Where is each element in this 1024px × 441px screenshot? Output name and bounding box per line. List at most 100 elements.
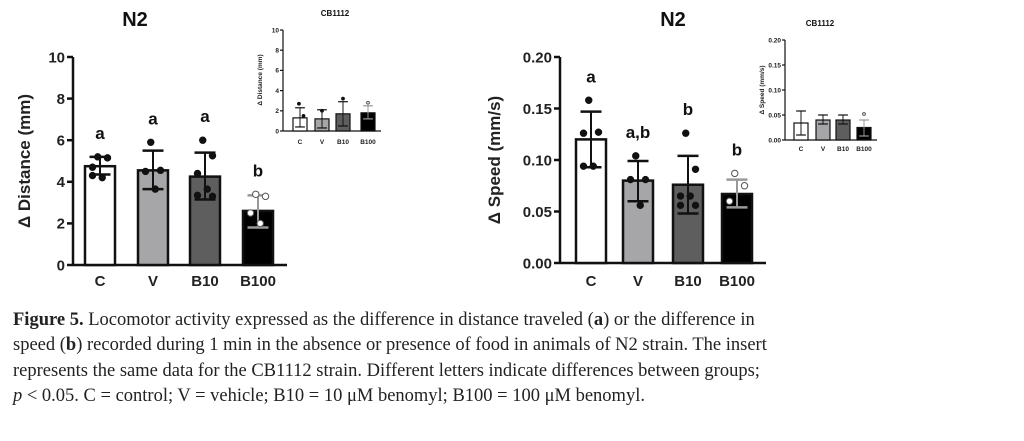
x-tick-label: V	[148, 273, 158, 290]
data-point	[366, 100, 370, 105]
y-axis-label: Δ Speed (mm/s)	[485, 96, 504, 224]
x-tick-label: B100	[719, 273, 755, 290]
caption-line-1: Figure 5. Locomotor activity expressed a…	[13, 308, 1018, 333]
panel-ref-b: b	[65, 335, 77, 356]
data-point	[208, 152, 217, 160]
data-point	[208, 192, 217, 201]
figure-5-charts: N2Δ Distance (mm)0246810CaVaB10aB100bCB1…	[15, 9, 877, 290]
data-point	[731, 169, 739, 178]
caption-text: speed (	[13, 335, 66, 356]
x-tick-label: B10	[674, 273, 702, 290]
y-tick-label: 6	[57, 132, 65, 149]
chart-a-insert: CB1112 Δ Distance (mm) 0 2 4 6 8 10 C V B10 B100	[257, 9, 381, 146]
data-point	[636, 201, 644, 210]
chart-title: N2	[660, 9, 686, 31]
data-point	[88, 163, 97, 171]
y-tick-label: 4	[57, 174, 66, 191]
y-tick-label: 0.00	[523, 255, 552, 272]
y-tick-label: 0.00	[768, 137, 781, 144]
significance-letter: a	[586, 67, 596, 86]
caption-text: Locomotor activity expressed as the diff…	[83, 310, 594, 330]
y-tick-label: 8	[275, 47, 279, 54]
data-point	[103, 154, 112, 162]
caption-text: ) or the difference in	[603, 310, 755, 330]
data-point	[156, 166, 165, 175]
data-point	[256, 219, 264, 228]
significance-letter: a	[148, 109, 158, 128]
y-tick-label: 0	[57, 257, 65, 274]
y-tick-label: 0	[275, 128, 279, 135]
chart-title: N2	[122, 9, 148, 31]
chart-title: CB1112	[806, 19, 835, 28]
data-point	[579, 129, 588, 137]
panel-ref-a: a	[593, 310, 604, 330]
x-tick-label: C	[298, 139, 303, 146]
y-tick-label: 0.15	[523, 101, 552, 118]
x-tick-label: B100	[240, 273, 276, 290]
y-tick-label: 10	[272, 27, 280, 34]
data-point	[676, 201, 685, 210]
caption-text: < 0.05. C = control; V = vehicle; B10 = …	[22, 385, 645, 406]
y-axis-label: Δ Distance (mm)	[257, 54, 264, 105]
y-tick-label: 0.20	[523, 49, 552, 66]
figure-caption: Figure 5. Locomotor activity expressed a…	[13, 308, 1018, 409]
significance-letter: a,b	[626, 123, 651, 142]
y-tick-label: 6	[275, 68, 279, 75]
data-point	[691, 201, 700, 210]
data-point	[682, 129, 690, 137]
caption-line-2: speed (b) recorded during 1 min in the a…	[13, 333, 1018, 358]
bar-C	[83, 164, 117, 267]
data-point	[246, 209, 255, 217]
data-point	[141, 167, 150, 176]
x-tick-label: B10	[337, 139, 349, 146]
x-tick-label: B10	[837, 146, 849, 153]
data-point	[594, 128, 603, 136]
data-point	[589, 162, 597, 170]
chart-a-main: N2 Δ Distance (mm) 0 2 4 6 8 10 Ca Va B10 a B100 b	[15, 9, 287, 290]
y-tick-label: 0.15	[768, 62, 781, 69]
figure-label: Figure 5.	[13, 310, 84, 330]
x-tick-label: V	[320, 139, 325, 146]
caption-text: ) recorded during 1 min in the absence o…	[76, 335, 767, 356]
x-tick-label: V	[633, 273, 643, 290]
significance-letter: b	[253, 161, 263, 180]
data-point	[193, 191, 202, 200]
x-tick-label: B100	[360, 139, 376, 146]
y-tick-label: 10	[48, 49, 65, 66]
chart-b-insert: CB1112 Δ Speed (mm/s) 0.00 0.05 0.10 0.15 0.20…	[759, 19, 877, 153]
data-point	[203, 185, 211, 193]
data-point	[579, 162, 588, 170]
data-point	[94, 153, 102, 161]
y-tick-label: 2	[57, 216, 65, 233]
significance-letter: a	[200, 107, 210, 126]
y-tick-label: 0.05	[523, 204, 552, 221]
data-point	[193, 169, 202, 178]
significance-letter: a	[95, 124, 105, 143]
data-point	[147, 138, 155, 146]
x-tick-label: B10	[191, 273, 219, 290]
caption-line-3: represents the same data for the CB1112 …	[13, 360, 760, 381]
data-point	[98, 173, 106, 182]
data-point	[261, 192, 270, 201]
x-tick-label: C	[95, 273, 106, 290]
significance-letter: b	[732, 140, 742, 159]
data-point	[676, 192, 685, 200]
x-tick-label: V	[821, 146, 826, 153]
x-tick-label: C	[799, 146, 804, 153]
chart-b-main: N2 Δ Speed (mm/s) 0.00 0.05 0.10 0.15 0.20 Ca Va…	[485, 9, 766, 290]
y-tick-label: 0.20	[768, 37, 781, 44]
x-tick-label: B100	[856, 146, 872, 153]
y-axis-label: Δ Speed (mm/s)	[759, 65, 766, 114]
data-point	[151, 185, 159, 193]
data-point	[691, 165, 700, 173]
p-symbol: p	[13, 385, 23, 406]
data-point	[301, 113, 306, 118]
significance-letter: b	[683, 100, 693, 119]
caption-line-4: p < 0.05. C = control; V = vehicle; B10 …	[13, 384, 1018, 409]
data-point	[626, 175, 635, 184]
data-point	[740, 182, 749, 190]
y-tick-label: 4	[275, 88, 279, 95]
data-point	[297, 101, 301, 106]
chart-title: CB1112	[321, 9, 350, 18]
data-point	[632, 152, 640, 160]
